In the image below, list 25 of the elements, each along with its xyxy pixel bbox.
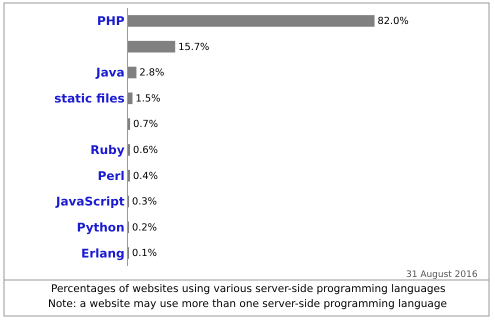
data-label: 0.2% [132,222,157,234]
text: 31 August 2016 [406,270,478,280]
data-label: 1.5% [136,93,160,104]
data-label: 2.8% [139,68,164,79]
y-tick-label: Erlang [81,246,125,260]
data-label: 0.4% [133,170,158,182]
bar [128,40,176,53]
data-label: 82.0% [378,16,409,28]
y-tick-label: PHP [96,14,125,28]
data-label: 0.6% [133,145,158,156]
y-tick-label: Ruby [90,143,125,158]
y-tick-label: Java [95,66,125,80]
bar [128,66,136,78]
y-tick-label: Perl [98,168,125,183]
data-label: 0.1% [132,248,157,260]
y-tick-label: Python [76,220,125,234]
data-label: 0.3% [132,196,157,208]
text: Percentages of websites using various server-side programming languages [51,283,446,295]
data-label: 15.7% [178,42,210,53]
bar [128,92,133,104]
bar [128,15,375,27]
y-tick-label: JavaScript [54,194,125,209]
text: Note: a website may use more than one server-side programming language [48,298,447,310]
data-label: 0.7% [133,119,158,130]
y-tick-label: static files [54,92,125,106]
